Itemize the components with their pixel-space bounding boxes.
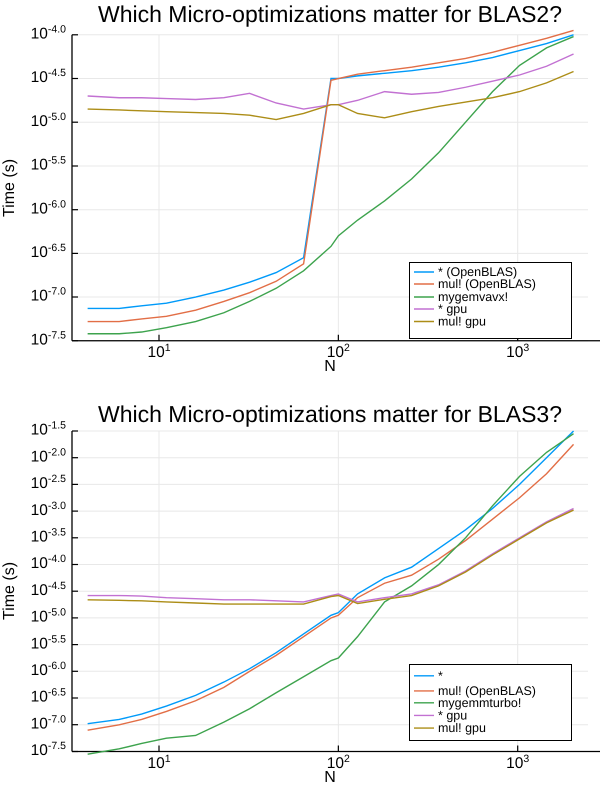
svg-text:mul! (OpenBLAS): mul! (OpenBLAS) <box>438 277 536 291</box>
svg-text:Which Micro-optimizations matt: Which Micro-optimizations matter for BLA… <box>98 401 562 427</box>
svg-text:N: N <box>324 358 336 375</box>
svg-text:*: * <box>438 669 443 683</box>
svg-text:Time (s): Time (s) <box>1 562 18 620</box>
svg-text:mul! gpu: mul! gpu <box>438 315 486 329</box>
svg-text:mul! gpu: mul! gpu <box>438 721 486 735</box>
svg-text:Time (s): Time (s) <box>1 159 18 217</box>
svg-text:Which Micro-optimizations matt: Which Micro-optimizations matter for BLA… <box>98 1 562 27</box>
svg-text:N: N <box>324 769 336 786</box>
